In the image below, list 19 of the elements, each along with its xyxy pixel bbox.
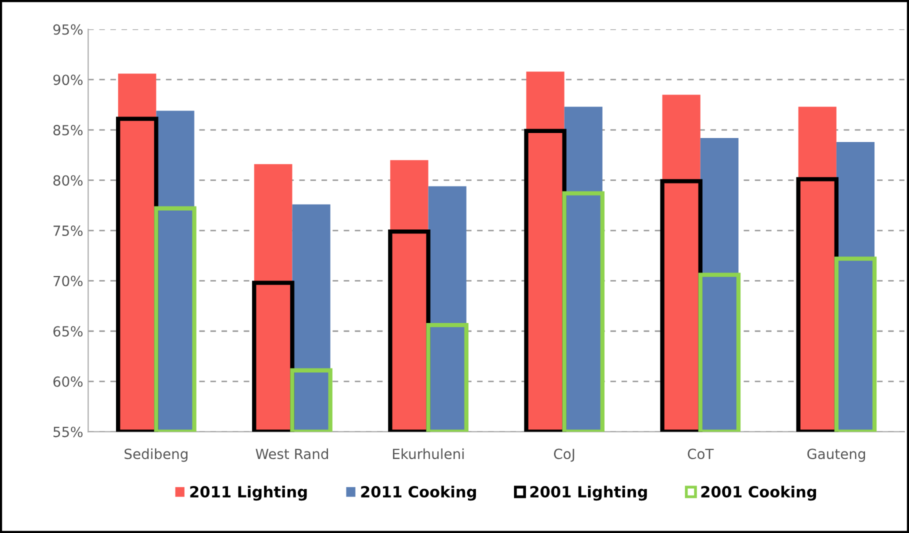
x-tick-label: Gauteng: [807, 448, 866, 462]
y-tick-label: 85%: [53, 124, 83, 136]
legend-label: 2001 Cooking: [701, 486, 816, 501]
legend-label: 2011 Lighting: [190, 486, 307, 501]
y-tick-label: 95%: [53, 24, 83, 35]
y-tick-label: 75%: [54, 225, 83, 236]
x-tick-label: CoT: [688, 448, 714, 460]
x-tick-label: Ekurhuleni: [392, 448, 464, 460]
y-tick-label: 65%: [53, 326, 83, 337]
legend-label: 2011 Cooking: [361, 486, 476, 501]
x-tick-label: Sedibeng: [124, 448, 188, 462]
y-tick-label: 60%: [53, 376, 83, 387]
y-tick-label: 70%: [54, 276, 83, 286]
x-tick-label: West Rand: [256, 448, 328, 460]
y-tick-label: 55%: [54, 426, 83, 438]
y-tick-label: 90%: [53, 74, 83, 86]
x-tick-label: CoJ: [554, 448, 574, 462]
legend-label: 2001 Lighting: [530, 486, 647, 501]
y-tick-label: 80%: [53, 175, 83, 186]
